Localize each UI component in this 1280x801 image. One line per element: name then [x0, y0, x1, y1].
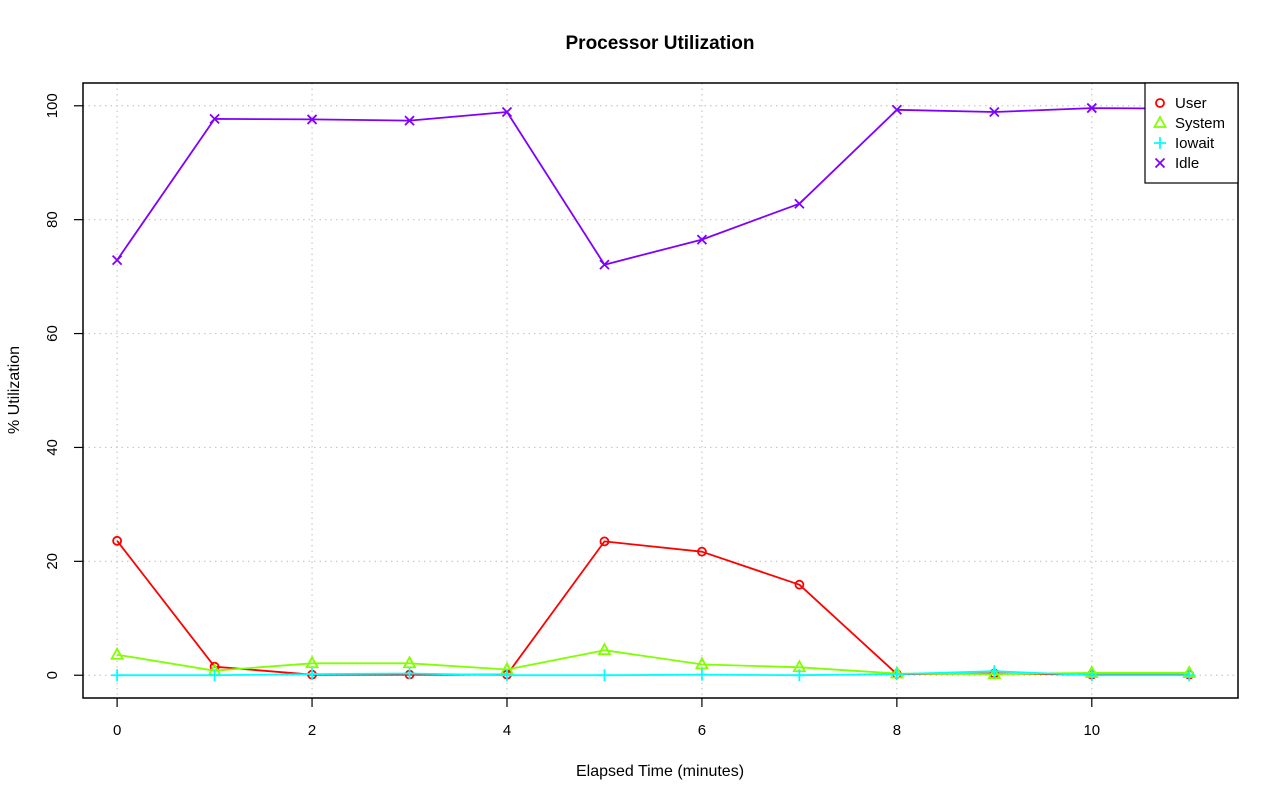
data-point-iowait — [890, 668, 903, 681]
data-point-iowait — [111, 669, 124, 682]
data-point-idle — [1086, 102, 1097, 114]
legend-label-idle: Idle — [1175, 155, 1199, 172]
data-point-iowait — [695, 668, 708, 681]
x-axis-label: Elapsed Time (minutes) — [576, 763, 744, 780]
legend-marker-idle — [1154, 157, 1166, 169]
y-tick-label: 40 — [44, 439, 61, 456]
data-point-iowait — [208, 669, 221, 682]
x-tick-label: 10 — [1083, 722, 1100, 739]
data-point-idle — [209, 113, 220, 125]
plot-frame — [82, 82, 1239, 699]
data-point-iowait — [598, 669, 611, 682]
data-point-iowait — [1183, 669, 1196, 682]
data-point-iowait — [306, 668, 319, 681]
data-point-idle — [404, 115, 415, 126]
legend-label-system: System — [1175, 115, 1225, 132]
series-line-iowait — [117, 670, 1190, 677]
x-tick-label: 8 — [893, 722, 901, 739]
y-tick-label: 20 — [44, 553, 61, 570]
data-point-system — [694, 656, 709, 670]
y-axis-label: % Utilization — [6, 346, 23, 434]
y-tick-label: 0 — [44, 671, 61, 679]
data-point-idle — [891, 104, 902, 115]
legend-marker-iowait — [1154, 137, 1166, 149]
legend-label-iowait: Iowait — [1175, 135, 1215, 152]
data-point-user — [112, 535, 123, 546]
series-line-system — [116, 649, 1190, 675]
data-point-idle — [696, 234, 708, 245]
series-iowait — [111, 665, 1196, 682]
data-point-iowait — [793, 669, 806, 682]
x-tick-label: 6 — [698, 722, 706, 739]
legend-marker-user — [1155, 98, 1165, 108]
data-point-system — [110, 646, 125, 660]
data-point-user — [599, 536, 610, 547]
x-tick-label: 4 — [503, 722, 511, 739]
series-layer — [110, 102, 1197, 682]
data-point-iowait — [403, 667, 416, 680]
y-tick-label: 60 — [44, 325, 61, 342]
data-point-system — [305, 655, 320, 669]
data-point-idle — [794, 198, 805, 209]
data-point-idle — [111, 254, 123, 266]
legend-marker-system — [1152, 115, 1168, 128]
data-point-iowait — [988, 665, 1001, 678]
x-tick-label: 2 — [308, 722, 316, 739]
data-point-iowait — [500, 669, 513, 682]
data-point-system — [402, 655, 417, 669]
data-point-system — [987, 666, 1002, 679]
series-line-idle — [116, 107, 1190, 266]
data-point-idle — [306, 114, 318, 125]
chart-title: Processor Utilization — [566, 33, 755, 54]
legend-label-user: User — [1175, 95, 1207, 112]
data-point-idle — [989, 106, 1000, 118]
data-point-iowait — [1085, 669, 1098, 682]
y-tick-label: 100 — [44, 93, 61, 118]
data-point-system — [597, 642, 612, 656]
data-point-idle — [501, 106, 513, 118]
data-point-user — [794, 579, 805, 590]
data-point-idle — [599, 259, 610, 270]
legend: User System Iowait Idle — [1144, 82, 1239, 184]
data-point-user — [697, 546, 707, 557]
x-tick-label: 0 — [113, 722, 121, 739]
y-tick-label: 80 — [44, 211, 61, 228]
